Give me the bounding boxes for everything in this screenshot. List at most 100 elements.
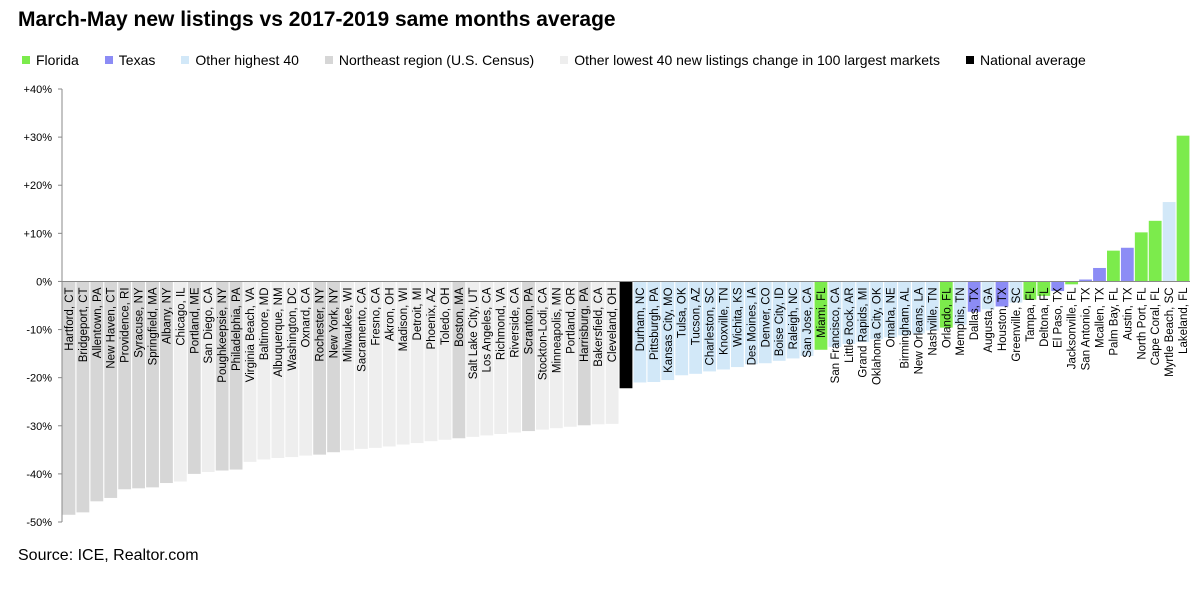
bar <box>675 281 689 376</box>
bar <box>884 281 897 338</box>
x-tick-label: Houston, TX <box>997 287 1009 351</box>
bar <box>689 281 703 374</box>
x-tick-label: Jacksonville, FL <box>1067 287 1079 369</box>
y-tick-label: +30% <box>24 132 53 144</box>
x-tick-label: Phoenix, AZ <box>426 287 438 349</box>
bar <box>1176 135 1190 282</box>
x-tick-label: Minneapolis, MN <box>551 287 563 373</box>
x-tick-label: Tampa, FL <box>1025 287 1037 342</box>
bar <box>828 281 842 347</box>
bar <box>1134 232 1148 282</box>
x-tick-label: Durham, NC <box>635 287 647 351</box>
x-tick-label: Dallas, TX <box>969 287 981 340</box>
x-tick-label: Austin, TX <box>1122 287 1134 340</box>
bar <box>661 281 675 381</box>
bar <box>536 281 549 430</box>
legend-label: Texas <box>118 52 156 68</box>
x-tick-label: New Haven, CT <box>106 287 118 368</box>
x-tick-label: Deltona, FL <box>1039 287 1051 347</box>
x-tick-label: Washington, DC <box>287 287 299 370</box>
x-tick-label: Philadelphia, PA <box>231 287 243 371</box>
x-tick-label: Stockton-Lodi, CA <box>537 287 549 380</box>
bar <box>814 281 828 350</box>
bar <box>591 281 605 425</box>
bar <box>396 281 410 445</box>
x-tick-label: Providence, RI <box>120 287 132 362</box>
x-tick-label: Los Angeles, CA <box>482 287 494 372</box>
x-tick-label: Grand Rapids, MI <box>858 287 870 377</box>
legend-item-texas: Texas <box>104 50 156 70</box>
bar <box>563 281 577 427</box>
bar <box>912 281 925 334</box>
legend-item-national: National average <box>965 50 1086 70</box>
x-tick-label: Albuquerque, NM <box>273 287 285 377</box>
bar <box>424 281 438 442</box>
bar <box>104 281 118 498</box>
y-tick-label: 0% <box>36 276 52 288</box>
bar <box>327 281 340 453</box>
bar <box>229 281 243 470</box>
bar <box>299 281 313 456</box>
x-tick-label: Fresno, CA <box>370 287 382 345</box>
bar <box>1079 279 1092 282</box>
x-tick-label: New Orleans, LA <box>913 287 925 374</box>
bar <box>717 281 730 370</box>
x-tick-label: Detroit, MI <box>412 287 424 340</box>
x-tick-label: Poughkeepsie, NY <box>217 287 229 383</box>
x-tick-label: Denver, CO <box>760 287 772 347</box>
x-tick-label: Portland, OR <box>565 287 577 353</box>
x-tick-label: Harrisburg, PA <box>579 287 591 362</box>
x-tick-label: Oklahoma City, OK <box>872 287 884 385</box>
bar <box>62 281 76 515</box>
bar <box>744 281 758 365</box>
legend-label: Other highest 40 <box>195 52 299 68</box>
bar <box>313 281 327 455</box>
x-tick-label: San Jose, CA <box>802 287 814 358</box>
y-tick-label: -40% <box>26 469 52 481</box>
x-tick-label: Bakersfield, CA <box>593 287 605 367</box>
bar <box>605 281 619 424</box>
bar <box>898 281 911 336</box>
x-tick-label: Memphis, TN <box>955 287 967 355</box>
bar <box>201 281 215 472</box>
bar <box>341 281 354 451</box>
legend-label: Florida <box>36 52 79 68</box>
bar <box>90 281 104 502</box>
legend-swatch <box>965 56 974 64</box>
x-tick-label: Cleveland, OH <box>607 287 619 362</box>
x-tick-label: Milwaukee, WI <box>342 287 354 362</box>
bar <box>257 281 271 460</box>
x-tick-label: Little Rock, AR <box>844 287 856 362</box>
x-tick-label: Boston, MA <box>454 287 466 347</box>
legend: Florida Texas Other highest 40 Northeast re… <box>22 50 1086 70</box>
bar <box>1148 220 1162 282</box>
bar <box>522 281 535 432</box>
bar <box>1107 250 1120 282</box>
bar <box>410 281 424 444</box>
bar <box>549 281 563 429</box>
bar <box>786 281 800 359</box>
x-tick-label: Mcallen, TX <box>1094 287 1106 348</box>
x-tick-label: Chicago, IL <box>175 287 187 346</box>
bar <box>382 281 396 447</box>
bar <box>758 281 772 364</box>
bar <box>1009 281 1023 303</box>
x-tick-label: Orlando, FL <box>941 287 953 348</box>
legend-item-lowest: Other lowest 40 new listings change in 1… <box>560 50 940 70</box>
legend-swatch <box>22 56 30 64</box>
x-tick-label: Portland, ME <box>189 287 201 354</box>
y-tick-label: -20% <box>26 373 52 385</box>
x-tick-label: Oxnard, CA <box>301 287 313 347</box>
x-tick-label: Knoxville, TN <box>718 287 730 355</box>
bar <box>271 281 285 459</box>
x-tick-label: Baltimore, MD <box>259 287 271 360</box>
bar <box>452 281 466 439</box>
x-tick-label: Des Moines, IA <box>746 287 758 365</box>
x-tick-label: Charleston, SC <box>705 287 717 365</box>
x-tick-label: Myrtle Beach, SC <box>1164 287 1176 376</box>
x-tick-label: Palm Bay, FL <box>1108 287 1120 356</box>
bar <box>800 281 814 357</box>
x-tick-label: Lakeland, FL <box>1178 287 1190 354</box>
x-tick-label: Tulsa, OK <box>677 287 689 338</box>
bar <box>870 281 884 340</box>
